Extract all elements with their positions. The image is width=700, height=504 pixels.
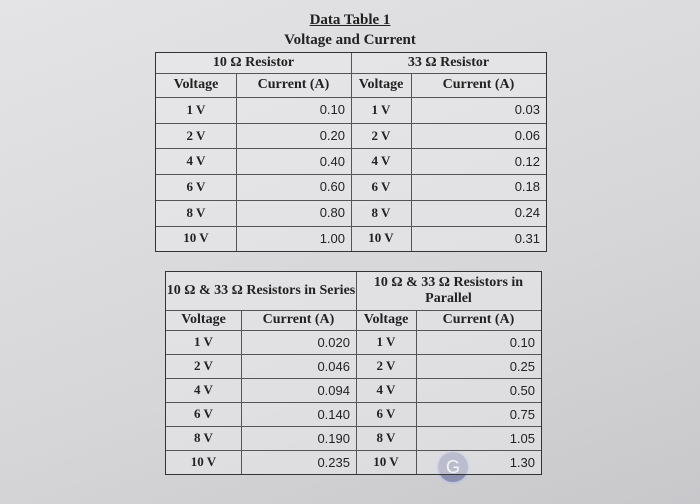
- row-line: [166, 378, 541, 379]
- current-cell: 0.20: [319, 128, 345, 144]
- column-line: [241, 310, 242, 474]
- voltage-cell: 2 V: [194, 358, 213, 373]
- voltage-cell: 1 V: [376, 334, 396, 349]
- subtitle: Voltage and Current: [284, 32, 416, 48]
- header-line: [166, 330, 541, 331]
- voltage-cell: 8 V: [194, 430, 213, 445]
- row-line: [166, 450, 541, 451]
- title: Data Table 1: [309, 12, 391, 28]
- current-cell: 0.140: [317, 406, 350, 422]
- current-cell: 1.05: [509, 430, 535, 446]
- current-cell: 1.30: [509, 454, 535, 470]
- header-line: [166, 310, 541, 311]
- voltage-cell: 8 V: [186, 204, 206, 220]
- voltage-cell: 6 V: [376, 406, 396, 421]
- group-header: 33 Ω Resistor: [407, 55, 490, 70]
- voltage-cell: 10 V: [190, 454, 217, 469]
- current-cell: 0.094: [317, 382, 350, 398]
- current-cell: 0.03: [514, 102, 540, 118]
- current-cell: 0.190: [317, 430, 350, 446]
- current-cell: 0.06: [514, 128, 540, 144]
- column-line: [416, 310, 417, 474]
- column-header: Current (A): [262, 312, 335, 327]
- current-cell: 0.235: [317, 454, 350, 470]
- voltage-cell: 1 V: [194, 334, 213, 349]
- current-cell: 0.50: [509, 382, 535, 398]
- voltage-cell: 2 V: [186, 127, 206, 143]
- voltage-cell: 4 V: [371, 153, 391, 169]
- current-cell: 0.25: [509, 358, 535, 374]
- current-cell: 0.10: [509, 334, 535, 350]
- column-line: [236, 73, 237, 252]
- column-header: Voltage: [363, 312, 409, 327]
- voltage-cell: 1 V: [371, 101, 391, 117]
- voltage-cell: 6 V: [371, 178, 391, 194]
- column-header: Current (A): [442, 77, 515, 92]
- voltage-cell: 4 V: [376, 382, 396, 397]
- voltage-cell: 8 V: [371, 204, 391, 220]
- column-line: [356, 272, 357, 474]
- voltage-cell: 4 V: [194, 382, 213, 397]
- current-cell: 0.80: [319, 205, 345, 221]
- table: 10 Ω Resistor 33 Ω Resistor Voltage Current…: [155, 52, 547, 253]
- current-cell: 0.046: [317, 358, 350, 374]
- voltage-cell: 10 V: [368, 230, 394, 246]
- row-line: [166, 402, 541, 403]
- current-cell: 0.40: [319, 153, 345, 169]
- group-header: 10 Ω & 33 Ω Resistors in Parallel: [373, 275, 524, 306]
- group-header: 10 Ω & 33 Ω Resistors in Series: [166, 283, 356, 298]
- voltage-cell: 2 V: [376, 358, 396, 373]
- current-cell: 0.18: [514, 179, 540, 195]
- voltage-cell: 1 V: [186, 101, 206, 117]
- voltage-cell: 6 V: [194, 406, 213, 421]
- column-line: [411, 73, 412, 252]
- voltage-cell: 4 V: [186, 153, 206, 169]
- voltage-cell: 10 V: [373, 454, 399, 469]
- row-line: [166, 354, 541, 355]
- current-cell: 0.31: [514, 230, 540, 246]
- group-header: 10 Ω Resistor: [212, 55, 295, 70]
- current-cell: 0.60: [319, 179, 345, 195]
- row-line: [166, 426, 541, 427]
- current-cell: 1.00: [319, 230, 345, 246]
- column-line: [351, 53, 352, 252]
- column-header: Voltage: [173, 77, 219, 92]
- column-header: Current (A): [257, 77, 330, 92]
- column-header: Voltage: [181, 312, 226, 327]
- voltage-cell: 8 V: [376, 430, 396, 445]
- voltage-cell: 2 V: [371, 127, 391, 143]
- table: 10 Ω & 33 Ω Resistors in Series 10 Ω & 33…: [165, 271, 542, 475]
- current-cell: 0.24: [514, 205, 540, 221]
- current-cell: 0.75: [509, 406, 535, 422]
- current-cell: 0.12: [514, 153, 540, 169]
- column-header: Voltage: [358, 77, 404, 92]
- column-header: Current (A): [442, 312, 515, 327]
- voltage-cell: 6 V: [186, 178, 206, 194]
- current-cell: 0.020: [317, 334, 350, 350]
- voltage-cell: 10 V: [183, 230, 209, 246]
- current-cell: 0.10: [319, 102, 345, 118]
